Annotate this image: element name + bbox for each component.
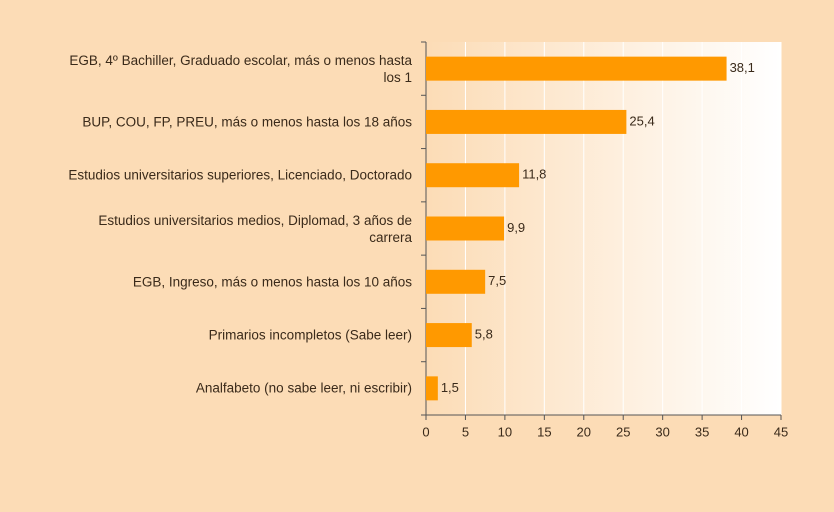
x-tick-label: 5 <box>462 424 469 439</box>
x-tick-label: 0 <box>422 424 429 439</box>
x-tick-label: 25 <box>616 424 630 439</box>
bar <box>426 56 727 81</box>
category-label: Estudios universitarios superiores, Lice… <box>68 167 412 183</box>
category-label: Primarios incompletos (Sabe leer) <box>208 327 412 343</box>
bar <box>426 323 472 348</box>
value-label: 7,5 <box>488 273 506 288</box>
bar <box>426 163 520 188</box>
x-tick-label: 30 <box>655 424 669 439</box>
value-label: 25,4 <box>629 113 654 128</box>
x-tick-label: 10 <box>498 424 512 439</box>
value-label: 5,8 <box>475 327 493 342</box>
bar <box>426 216 505 241</box>
bar <box>426 269 486 294</box>
x-tick-label: 20 <box>577 424 591 439</box>
value-label: 9,9 <box>507 220 525 235</box>
category-label: BUP, COU, FP, PREU, más o menos hasta lo… <box>82 114 412 130</box>
category-label: Analfabeto (no sabe leer, ni escribir) <box>195 380 412 396</box>
category-label: EGB, 4º Bachiller, Graduado escolar, más… <box>69 52 412 85</box>
x-tick-label: 45 <box>774 424 788 439</box>
value-label: 11,8 <box>522 167 546 182</box>
x-tick-label: 35 <box>695 424 709 439</box>
value-label: 38,1 <box>730 60 755 75</box>
bar <box>426 376 438 401</box>
x-tick-label: 40 <box>734 424 748 439</box>
category-label: EGB, Ingreso, más o menos hasta los 10 a… <box>132 274 412 290</box>
value-label: 1,5 <box>441 380 459 395</box>
x-tick-label: 15 <box>537 424 551 439</box>
bar <box>426 109 627 134</box>
category-label: Estudios universitarios medios, Diplomad… <box>98 212 412 245</box>
